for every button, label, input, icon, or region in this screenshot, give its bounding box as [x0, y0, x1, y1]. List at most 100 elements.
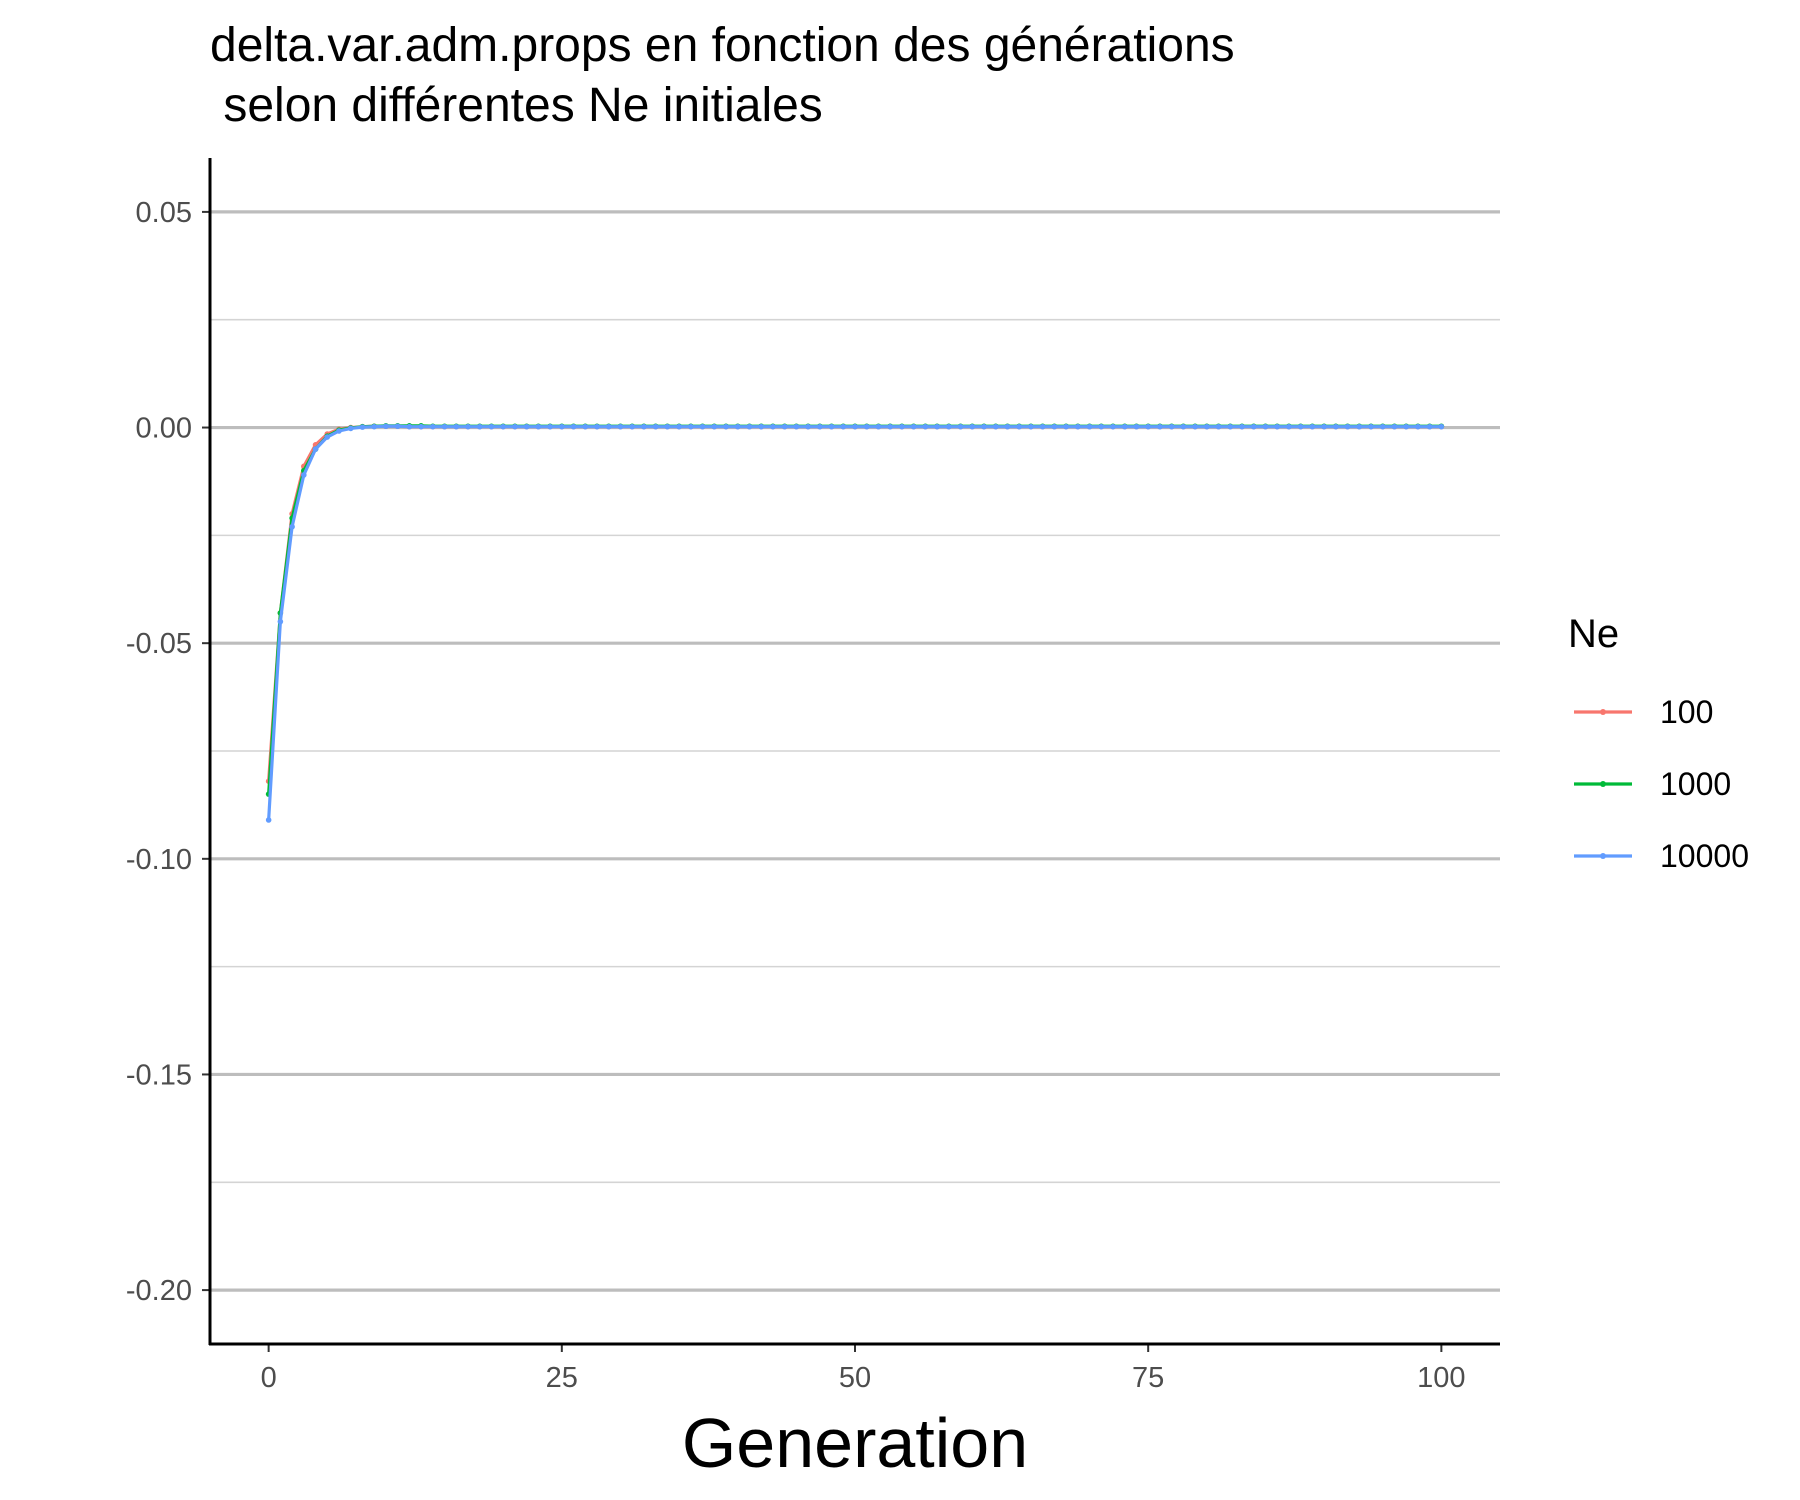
data-point-10000-5 — [324, 434, 331, 440]
data-point-10000-42 — [758, 423, 764, 430]
data-point-10000-35 — [676, 423, 682, 430]
data-point-10000-56 — [922, 423, 929, 430]
data-point-10000-73 — [1121, 423, 1128, 430]
data-point-10000-16 — [453, 423, 460, 430]
data-point-10000-30 — [617, 423, 624, 430]
data-point-10000-66 — [1039, 423, 1046, 430]
data-point-10000-31 — [629, 423, 635, 430]
data-point-10000-97 — [1403, 423, 1409, 430]
data-point-10000-2 — [289, 523, 295, 530]
data-point-10000-21 — [512, 423, 518, 430]
data-point-10000-94 — [1368, 423, 1374, 430]
data-point-10000-23 — [535, 423, 542, 430]
x-tick-label-1: 25 — [546, 1362, 578, 1394]
x-tick-label-3: 75 — [1132, 1362, 1164, 1394]
data-point-10000-100 — [1438, 423, 1445, 430]
y-tick-label-1: 0.00 — [136, 413, 192, 445]
data-point-10000-77 — [1168, 423, 1175, 430]
data-point-10000-49 — [840, 423, 847, 430]
data-point-10000-53 — [887, 423, 893, 430]
data-point-10000-74 — [1133, 423, 1140, 430]
data-point-10000-47 — [817, 423, 823, 430]
x-tick-label-2: 50 — [839, 1362, 871, 1394]
data-point-10000-82 — [1227, 423, 1234, 430]
data-point-10000-41 — [746, 423, 753, 430]
data-point-10000-75 — [1145, 423, 1151, 430]
series-line-1000 — [267, 424, 1442, 795]
data-point-10000-24 — [547, 423, 553, 430]
data-point-10000-36 — [688, 423, 694, 430]
data-point-10000-93 — [1356, 423, 1363, 430]
data-point-10000-15 — [441, 423, 448, 430]
data-point-10000-62 — [992, 423, 999, 430]
data-point-10000-68 — [1063, 423, 1069, 430]
data-point-10000-26 — [570, 423, 577, 430]
data-point-10000-83 — [1239, 423, 1245, 430]
data-point-10000-19 — [488, 423, 495, 430]
data-point-10000-14 — [430, 423, 436, 430]
data-point-10000-51 — [863, 423, 870, 430]
data-point-10000-20 — [500, 423, 506, 430]
series-line-10000 — [267, 424, 1442, 821]
data-point-10000-33 — [652, 423, 659, 430]
data-point-10000-1 — [277, 618, 284, 625]
data-point-10000-71 — [1098, 423, 1105, 430]
data-point-10000-18 — [476, 423, 483, 430]
data-point-10000-55 — [910, 423, 917, 430]
data-point-10000-81 — [1215, 423, 1222, 430]
data-point-10000-13 — [418, 423, 424, 430]
data-point-10000-37 — [699, 423, 706, 430]
data-point-10000-29 — [605, 423, 612, 430]
data-point-10000-80 — [1204, 423, 1210, 430]
data-point-10000-78 — [1180, 423, 1187, 430]
data-point-10000-65 — [1028, 423, 1034, 430]
chart-title-line-2: selon différentes Ne initiales — [210, 79, 823, 132]
data-point-10000-60 — [969, 423, 976, 430]
data-point-10000-86 — [1274, 423, 1280, 430]
legend-label-10000: 10000 — [1660, 838, 1749, 874]
data-point-10000-6 — [336, 428, 342, 434]
data-point-10000-92 — [1344, 423, 1351, 430]
series-line-100 — [267, 424, 1442, 782]
data-point-10000-45 — [793, 423, 800, 430]
data-point-10000-17 — [465, 423, 471, 430]
data-point-10000-32 — [641, 423, 647, 430]
data-point-10000-90 — [1321, 423, 1327, 430]
data-point-10000-70 — [1086, 423, 1093, 430]
data-point-10000-10 — [383, 423, 389, 430]
y-tick-label-3: -0.10 — [126, 844, 192, 876]
y-tick-label-5: -0.20 — [126, 1275, 192, 1307]
series-points-100 — [265, 423, 1445, 784]
data-point-10000-50 — [852, 423, 858, 430]
data-point-10000-76 — [1157, 423, 1163, 430]
data-point-10000-11 — [394, 423, 401, 430]
data-point-10000-99 — [1426, 423, 1433, 430]
data-point-10000-40 — [734, 423, 741, 430]
data-point-10000-87 — [1286, 423, 1292, 430]
data-point-10000-57 — [934, 423, 940, 430]
data-point-10000-85 — [1262, 423, 1269, 430]
data-point-10000-98 — [1415, 423, 1421, 430]
data-point-10000-58 — [946, 423, 952, 430]
data-point-10000-3 — [301, 472, 307, 478]
legend-key-point-10000 — [1600, 853, 1606, 859]
y-tick-label-0: 0.05 — [136, 197, 192, 229]
data-point-10000-72 — [1110, 423, 1116, 430]
data-point-10000-84 — [1250, 423, 1257, 430]
data-point-10000-8 — [359, 424, 366, 430]
legend-key-point-100 — [1600, 709, 1606, 715]
data-point-10000-9 — [371, 423, 377, 430]
data-point-10000-25 — [559, 423, 565, 430]
data-point-10000-91 — [1333, 423, 1339, 430]
data-point-10000-43 — [770, 423, 776, 430]
data-point-10000-61 — [981, 423, 987, 430]
x-tick-label-0: 0 — [261, 1362, 277, 1394]
data-point-10000-67 — [1051, 423, 1058, 430]
data-point-10000-46 — [805, 423, 811, 430]
series-points-1000 — [265, 423, 1445, 797]
data-point-10000-69 — [1075, 423, 1081, 430]
data-point-10000-7 — [347, 425, 354, 432]
legend-label-1000: 1000 — [1660, 766, 1731, 802]
